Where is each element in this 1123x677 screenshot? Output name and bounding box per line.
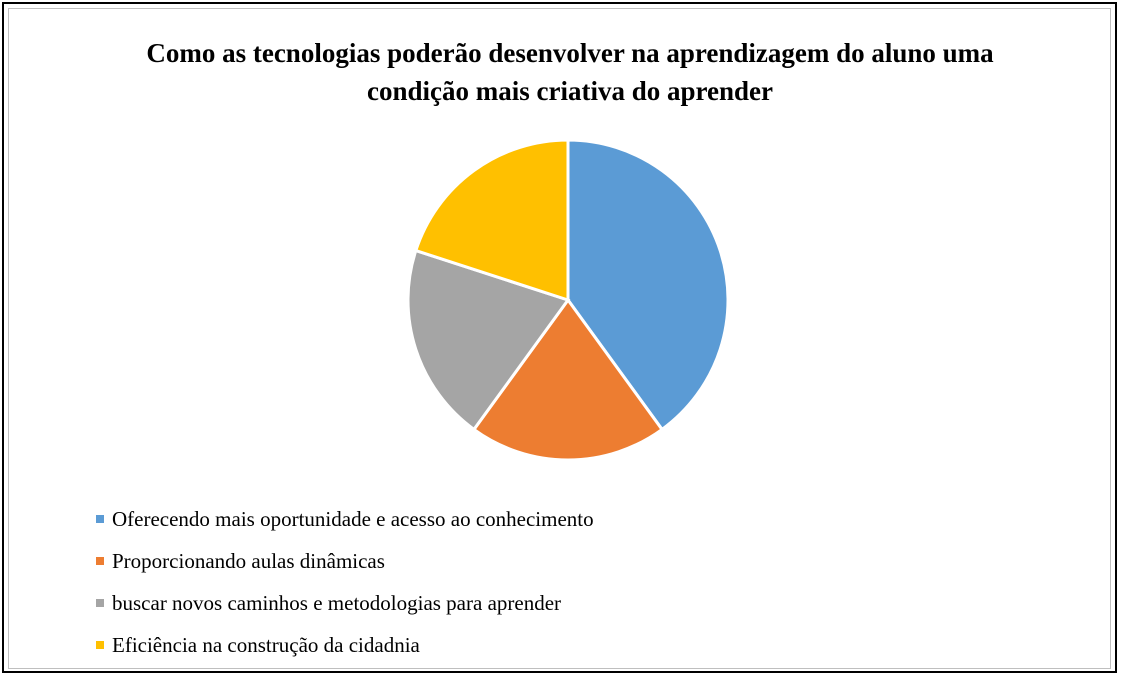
legend-swatch [96, 515, 104, 523]
legend-label: buscar novos caminhos e metodologias par… [112, 590, 562, 615]
pie-slice [406, 248, 571, 432]
legend-label: Eficiência na construção da cidadnia [112, 632, 420, 657]
legend-label: Proporcionando aulas dinâmicas [112, 548, 385, 573]
legend-swatch [96, 599, 104, 607]
legend-item: Eficiência na construção da cidadnia [96, 624, 594, 666]
legend-item: Proporcionando aulas dinâmicas [96, 540, 594, 582]
pie-slice [566, 138, 730, 432]
legend: Oferecendo mais oportunidade e acesso ao… [96, 498, 594, 666]
chart-title: Como as tecnologias poderão desenvolver … [146, 38, 994, 106]
legend-label: Oferecendo mais oportunidade e acesso ao… [112, 506, 594, 531]
legend-swatch [96, 557, 104, 565]
pie-slice [413, 138, 570, 303]
legend-swatch [96, 641, 104, 649]
legend-item: Oferecendo mais oportunidade e acesso ao… [96, 498, 594, 540]
chart-area [8, 8, 1111, 669]
legend-item: buscar novos caminhos e metodologias par… [96, 582, 594, 624]
pie-slice [471, 297, 665, 462]
